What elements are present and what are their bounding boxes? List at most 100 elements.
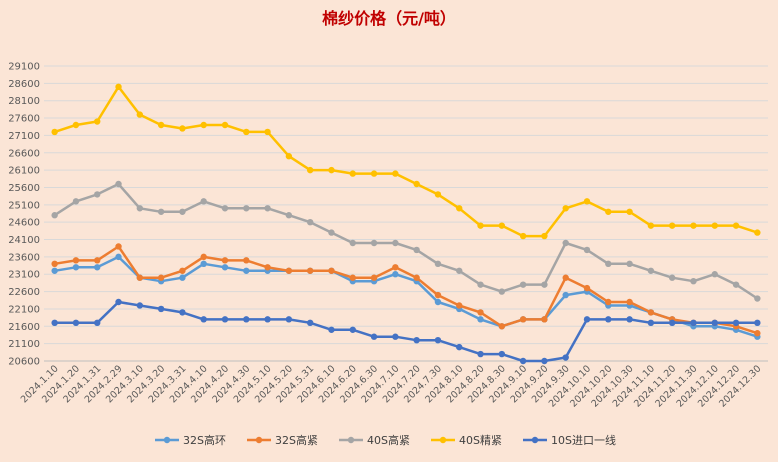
- data-point: [179, 267, 186, 274]
- data-point: [732, 281, 740, 288]
- y-tick-label: 25600: [8, 183, 40, 194]
- data-point: [200, 253, 207, 261]
- data-point: [456, 205, 463, 212]
- data-point: [221, 121, 229, 129]
- data-point: [243, 316, 250, 323]
- y-tick-label: 22100: [8, 304, 40, 315]
- data-point: [413, 180, 420, 188]
- data-point: [285, 316, 293, 323]
- data-point: [264, 316, 271, 323]
- data-point: [136, 274, 144, 281]
- data-point: [732, 222, 740, 229]
- data-point: [456, 343, 463, 351]
- data-point: [562, 291, 569, 299]
- data-point: [711, 222, 718, 229]
- series-0: [51, 253, 761, 340]
- data-point: [583, 246, 591, 254]
- data-point: [690, 319, 697, 327]
- series-line: [53, 255, 759, 338]
- y-tick-label: 22600: [8, 287, 40, 298]
- data-point: [51, 267, 58, 274]
- series-4: [51, 298, 761, 365]
- data-point: [647, 319, 655, 327]
- data-point: [221, 205, 229, 212]
- series-layer: [51, 83, 761, 365]
- data-point: [498, 350, 506, 358]
- data-point: [754, 229, 761, 236]
- data-point: [72, 264, 80, 271]
- data-point: [94, 191, 101, 198]
- data-point: [690, 277, 697, 285]
- data-point: [668, 274, 676, 281]
- data-point: [434, 260, 442, 268]
- x-axis-tick-labels: 2024.1.102024.1.202024.1.312024.2.292024…: [19, 363, 764, 409]
- data-point: [200, 260, 207, 268]
- data-point: [668, 319, 676, 327]
- data-point: [754, 295, 761, 302]
- data-point: [413, 274, 420, 281]
- data-point: [434, 191, 442, 198]
- data-point: [583, 198, 591, 205]
- data-point: [732, 319, 740, 327]
- data-point: [328, 267, 335, 274]
- data-point: [711, 271, 718, 278]
- data-point: [626, 316, 633, 323]
- legend-swatch-marker: [439, 436, 447, 444]
- data-point: [72, 198, 80, 205]
- data-point: [51, 212, 58, 219]
- legend-swatch-marker: [163, 436, 171, 444]
- y-tick-label: 28600: [8, 79, 40, 90]
- series-line: [53, 245, 759, 335]
- series-line: [53, 300, 759, 363]
- data-point: [370, 170, 378, 177]
- data-point: [583, 316, 591, 323]
- data-point: [306, 267, 314, 274]
- data-point: [456, 267, 463, 274]
- data-point: [541, 281, 548, 288]
- data-point: [200, 121, 207, 129]
- data-point: [754, 330, 761, 337]
- data-point: [711, 319, 718, 327]
- data-point: [136, 205, 144, 212]
- data-point: [179, 208, 186, 215]
- data-point: [349, 239, 356, 247]
- data-point: [477, 222, 484, 229]
- data-point: [626, 208, 633, 215]
- data-point: [349, 274, 356, 281]
- data-point: [605, 298, 612, 306]
- data-point: [115, 83, 122, 91]
- data-point: [668, 222, 676, 229]
- legend-swatch-marker: [255, 436, 263, 444]
- data-point: [243, 267, 250, 274]
- data-point: [392, 170, 399, 177]
- data-point: [94, 257, 101, 264]
- data-point: [51, 128, 58, 136]
- data-point: [264, 264, 271, 271]
- data-point: [115, 243, 122, 250]
- data-point: [562, 274, 569, 281]
- data-point: [72, 319, 80, 327]
- data-point: [413, 336, 420, 344]
- data-point: [221, 264, 229, 271]
- data-point: [605, 316, 612, 323]
- data-point: [434, 336, 442, 344]
- data-point: [72, 257, 80, 264]
- series-1: [51, 243, 761, 337]
- data-point: [285, 153, 293, 160]
- legend-item: 40S精紧: [431, 434, 502, 447]
- series-3: [51, 83, 761, 240]
- data-point: [221, 257, 229, 264]
- data-point: [690, 222, 697, 229]
- y-tick-label: 26100: [8, 166, 40, 177]
- data-point: [605, 208, 612, 215]
- data-point: [200, 316, 207, 323]
- data-point: [349, 170, 356, 177]
- data-point: [72, 121, 80, 129]
- y-tick-label: 21600: [8, 322, 40, 333]
- data-point: [179, 309, 186, 316]
- data-point: [626, 298, 633, 306]
- data-point: [349, 326, 356, 333]
- data-point: [115, 298, 122, 306]
- legend-label: 10S进口一线: [551, 433, 616, 447]
